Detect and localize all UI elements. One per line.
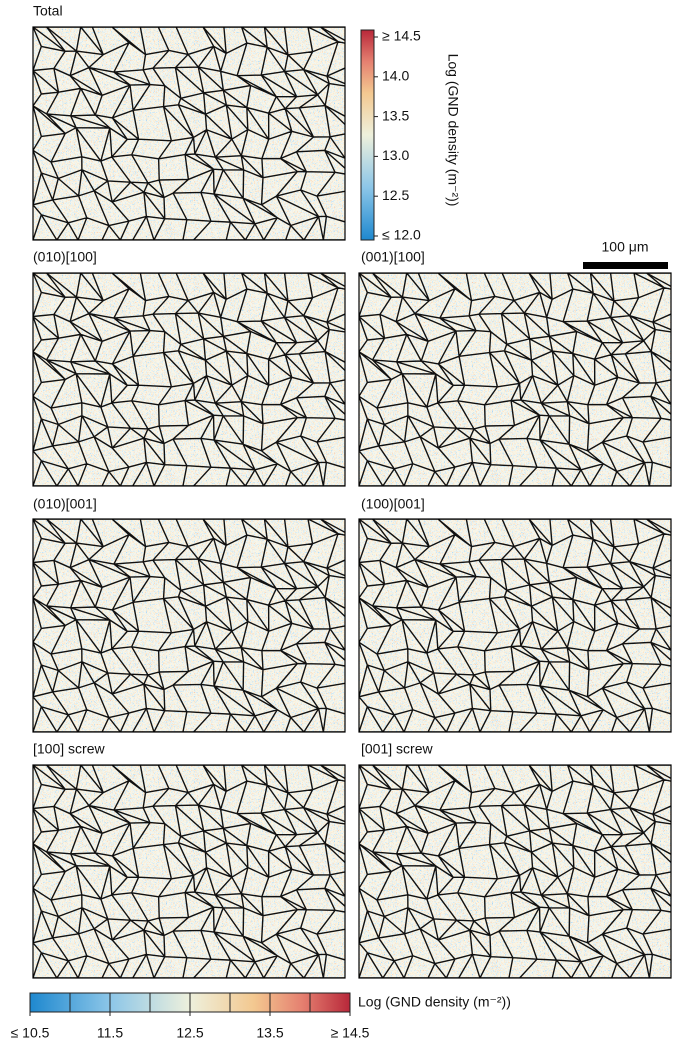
colorbar: [360, 29, 375, 241]
gnd-map: [32, 272, 346, 487]
colorbar-tick-label: 11.5: [97, 1025, 123, 1041]
colorbar-tick-label: 13.5: [382, 107, 409, 123]
gnd-map: [358, 272, 672, 487]
grain-boundaries: [359, 519, 671, 732]
panel-label: (010)[001]: [33, 496, 97, 512]
map-frame: [358, 272, 672, 487]
scale-bar-label: 100 μm: [602, 239, 649, 255]
panel-label: Total: [33, 3, 63, 19]
panel-label: (010)[100]: [33, 249, 97, 265]
colorbar-tick-label: 12.5: [382, 187, 409, 203]
grain-boundaries: [33, 273, 345, 486]
grain-boundaries: [359, 765, 671, 978]
gnd-map: [358, 518, 672, 733]
colorbar-tick-label: ≥ 14.5: [331, 1025, 370, 1041]
panel-label: [001] screw: [361, 741, 433, 757]
colorbar-tick-label: 13.0: [382, 147, 409, 163]
map-frame: [358, 518, 672, 733]
grain-boundaries: [33, 765, 345, 978]
grain-boundaries: [359, 273, 671, 486]
gnd-map: [32, 518, 346, 733]
scale-bar: [583, 262, 668, 269]
panel-label: [100] screw: [33, 741, 105, 757]
gnd-map: [358, 764, 672, 979]
gnd-map: [32, 764, 346, 979]
map-frame: [32, 26, 346, 241]
map-frame: [32, 518, 346, 733]
map-frame: [32, 272, 346, 487]
map-frame: [32, 764, 346, 979]
colorbar-tick-label: ≤ 12.0: [382, 227, 421, 243]
panel-label: (001)[100]: [361, 249, 425, 265]
colorbar-tick-label: 14.0: [382, 68, 409, 84]
panel-label: (100)[001]: [361, 496, 425, 512]
colorbar-title: Log (GND density (m⁻²)): [445, 54, 461, 207]
colorbar-tick-label: ≤ 10.5: [11, 1025, 50, 1041]
colorbar-title: Log (GND density (m⁻²)): [358, 994, 511, 1010]
map-frame: [358, 764, 672, 979]
gnd-map: [32, 26, 346, 241]
colorbar-tick-label: ≥ 14.5: [382, 28, 421, 44]
grain-boundaries: [33, 27, 345, 240]
colorbar-tick-label: 13.5: [256, 1025, 283, 1041]
colorbar-tick-label: 12.5: [176, 1025, 203, 1041]
grain-boundaries: [33, 519, 345, 732]
